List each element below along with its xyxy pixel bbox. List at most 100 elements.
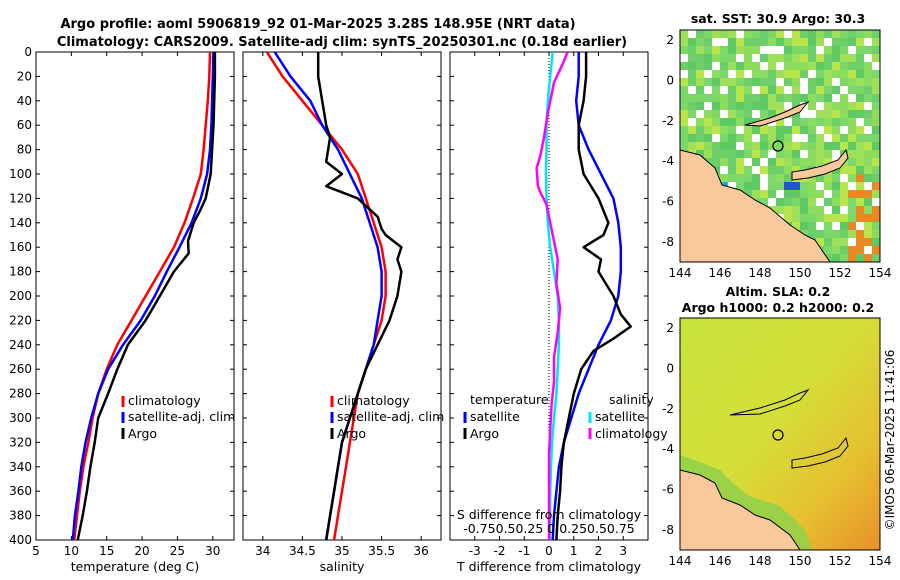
sst-cell bbox=[744, 126, 752, 134]
sst-cell bbox=[768, 70, 776, 78]
sst-cell bbox=[688, 54, 696, 62]
sst-cell bbox=[816, 38, 824, 46]
sst-cell bbox=[824, 174, 832, 182]
sst-cell bbox=[736, 110, 744, 118]
sst-cell bbox=[832, 126, 840, 134]
sst-cell bbox=[752, 38, 760, 46]
sst-cell bbox=[872, 102, 880, 110]
sst-cell bbox=[816, 126, 824, 134]
sst-cell bbox=[744, 70, 752, 78]
sst-cell bbox=[760, 70, 768, 78]
sst-cell bbox=[824, 206, 832, 214]
sst-cell bbox=[744, 134, 752, 142]
sst-cell bbox=[832, 238, 840, 246]
difference-xlabel: T difference from climatology bbox=[456, 559, 642, 574]
sst-cell bbox=[824, 126, 832, 134]
sst-cell bbox=[848, 94, 856, 102]
sst-cell bbox=[824, 30, 832, 38]
sst-cell bbox=[728, 134, 736, 142]
sst-cell bbox=[760, 38, 768, 46]
sst-cell bbox=[696, 30, 704, 38]
sst-cell bbox=[760, 190, 768, 198]
sst-cell bbox=[728, 166, 736, 174]
sst-cell bbox=[824, 38, 832, 46]
sst-cell bbox=[744, 62, 752, 70]
sst-cell bbox=[832, 86, 840, 94]
sst-cell bbox=[808, 78, 816, 86]
sst-cell bbox=[792, 126, 800, 134]
sst-cell bbox=[728, 70, 736, 78]
legend-label-climatology: climatology bbox=[337, 393, 410, 408]
sst-cell bbox=[784, 182, 792, 190]
sst-cell bbox=[712, 118, 720, 126]
sst-cell bbox=[784, 126, 792, 134]
sst-cell bbox=[784, 158, 792, 166]
s-difference-ticks: -0.750.50.25 0 0.250.50.75 bbox=[463, 521, 635, 536]
sst-cell bbox=[760, 134, 768, 142]
sst-cell bbox=[680, 54, 688, 62]
sst-cell bbox=[776, 206, 784, 214]
sst-cell bbox=[696, 70, 704, 78]
y-tick-label: 60 bbox=[17, 118, 32, 132]
sst-cell bbox=[816, 62, 824, 70]
sst-cell bbox=[840, 78, 848, 86]
sst-cell bbox=[832, 30, 840, 38]
sst-cell bbox=[856, 222, 864, 230]
sst-cell bbox=[864, 118, 872, 126]
series-line-satellite-adj-clim bbox=[73, 52, 214, 540]
sst-cell bbox=[760, 158, 768, 166]
sst-cell bbox=[760, 150, 768, 158]
sst-cell bbox=[856, 150, 864, 158]
sst-cell bbox=[824, 86, 832, 94]
sst-cell bbox=[784, 134, 792, 142]
sst-cell bbox=[872, 38, 880, 46]
sst-cell bbox=[720, 110, 728, 118]
y-tick-label: 140 bbox=[9, 216, 32, 230]
sst-cell bbox=[680, 126, 688, 134]
sst-cell bbox=[688, 38, 696, 46]
x-tick-label: 35 bbox=[334, 544, 349, 558]
sst-cell bbox=[872, 246, 880, 254]
sst-cell bbox=[768, 182, 776, 190]
sst-cell bbox=[816, 158, 824, 166]
sst-cell bbox=[848, 54, 856, 62]
sst-cell bbox=[808, 198, 816, 206]
sst-cell bbox=[840, 142, 848, 150]
sst-cell bbox=[712, 70, 720, 78]
sst-cell bbox=[800, 182, 808, 190]
sst-cell bbox=[856, 54, 864, 62]
sst-cell bbox=[760, 46, 768, 54]
map-x-tick-label: 152 bbox=[829, 554, 852, 568]
sst-cell bbox=[832, 134, 840, 142]
sst-cell bbox=[832, 206, 840, 214]
sst-cell bbox=[872, 150, 880, 158]
sst-cell bbox=[848, 238, 856, 246]
sst-cell bbox=[760, 102, 768, 110]
map-x-tick-label: 154 bbox=[869, 554, 892, 568]
temperature-xlabel: temperature (deg C) bbox=[71, 559, 200, 574]
sst-cell bbox=[872, 206, 880, 214]
sst-cell bbox=[784, 174, 792, 182]
sst-cell bbox=[872, 118, 880, 126]
sst-cell bbox=[824, 134, 832, 142]
sst-cell bbox=[688, 134, 696, 142]
sst-cell bbox=[800, 62, 808, 70]
sst-cell bbox=[856, 174, 864, 182]
sst-cell bbox=[688, 70, 696, 78]
map-x-tick-label: 144 bbox=[669, 266, 692, 280]
sst-cell bbox=[760, 78, 768, 86]
y-tick-label: 260 bbox=[9, 362, 32, 376]
map-y-tick-label: 0 bbox=[666, 361, 674, 375]
sst-cell bbox=[712, 94, 720, 102]
sst-cell bbox=[840, 110, 848, 118]
sst-cell bbox=[848, 30, 856, 38]
sst-cell bbox=[816, 190, 824, 198]
sst-cell bbox=[784, 190, 792, 198]
sla-map bbox=[680, 318, 880, 550]
sst-cell bbox=[760, 166, 768, 174]
sst-cell bbox=[816, 54, 824, 62]
sst-cell bbox=[752, 174, 760, 182]
sst-cell bbox=[800, 86, 808, 94]
sst-cell bbox=[744, 94, 752, 102]
sst-cell bbox=[832, 230, 840, 238]
